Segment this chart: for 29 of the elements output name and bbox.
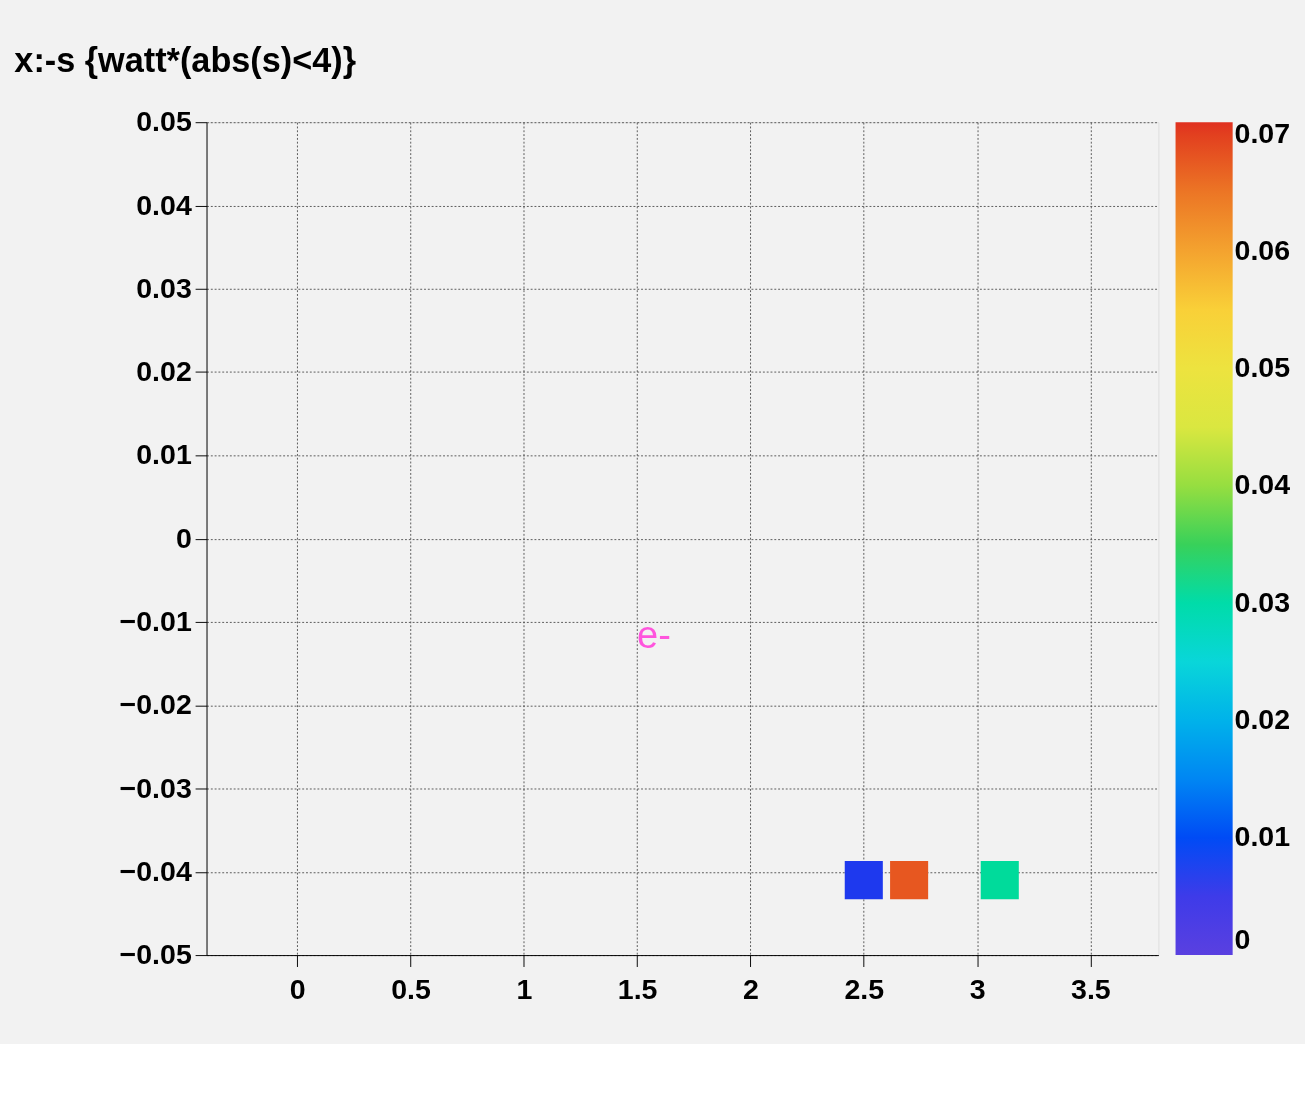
- color-bar-label: 0.07: [1234, 116, 1291, 149]
- x-tick-label: 2.5: [844, 973, 885, 1006]
- y-tick-label: −0.05: [119, 938, 192, 971]
- color-bar-label: 0.01: [1234, 820, 1291, 853]
- y-tick-label: 0.03: [136, 271, 192, 304]
- y-tick-label: 0.04: [136, 188, 192, 221]
- color-bar-label: 0.03: [1234, 585, 1291, 618]
- y-tick-label: −0.02: [119, 688, 192, 721]
- x-tick-label: 1.5: [617, 973, 658, 1006]
- x-tick-label: 1: [516, 973, 533, 1006]
- color-bar-label: 0.02: [1234, 703, 1291, 736]
- x-tick-label: 2: [743, 973, 759, 1006]
- y-tick-label: −0.01: [119, 604, 192, 637]
- x-tick-label: 3.5: [1071, 973, 1111, 1006]
- y-tick-label: −0.03: [119, 771, 192, 804]
- color-bar-label: 0.04: [1234, 468, 1291, 501]
- color-bar-label: 0.05: [1234, 351, 1291, 384]
- color-bar-label: 0: [1234, 923, 1251, 956]
- color-bar-label: 0.06: [1234, 233, 1291, 266]
- x-tick-label: 0.5: [391, 973, 431, 1006]
- x-tick-label: 3: [969, 973, 986, 1006]
- x-tick-label: 0: [289, 973, 306, 1006]
- y-tick-label: −0.04: [119, 854, 192, 887]
- y-tick-label: 0.02: [136, 355, 192, 388]
- annotation: e-: [637, 613, 671, 656]
- y-tick-label: 0.05: [136, 105, 192, 138]
- y-tick-label: 0.01: [136, 438, 192, 471]
- chart-title: x:-s {watt*(abs(s)<4)}: [14, 40, 357, 79]
- y-tick-label: 0: [175, 521, 192, 554]
